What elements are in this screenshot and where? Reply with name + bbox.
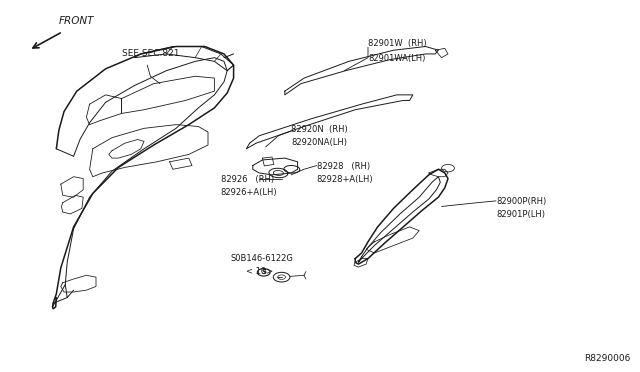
- Text: R8290006: R8290006: [584, 354, 630, 363]
- Text: 82928+A(LH): 82928+A(LH): [317, 175, 373, 184]
- Text: S: S: [261, 269, 266, 275]
- Text: 82928   (RH): 82928 (RH): [317, 162, 370, 171]
- Text: 82920N  (RH): 82920N (RH): [291, 125, 348, 134]
- Text: < 10>: < 10>: [246, 267, 273, 276]
- Text: 82901WA(LH): 82901WA(LH): [368, 54, 426, 63]
- Text: 82900P(RH): 82900P(RH): [496, 197, 547, 206]
- Text: 82926   (RH): 82926 (RH): [221, 175, 274, 184]
- Text: S0B146-6122G: S0B146-6122G: [230, 254, 293, 263]
- Text: FRONT: FRONT: [59, 16, 94, 26]
- Text: 82920NA(LH): 82920NA(LH): [291, 138, 347, 147]
- Text: 82901W  (RH): 82901W (RH): [368, 39, 427, 48]
- Text: SEE SEC.821: SEE SEC.821: [122, 49, 179, 58]
- Text: 82926+A(LH): 82926+A(LH): [221, 188, 277, 197]
- Text: 82901P(LH): 82901P(LH): [496, 210, 545, 219]
